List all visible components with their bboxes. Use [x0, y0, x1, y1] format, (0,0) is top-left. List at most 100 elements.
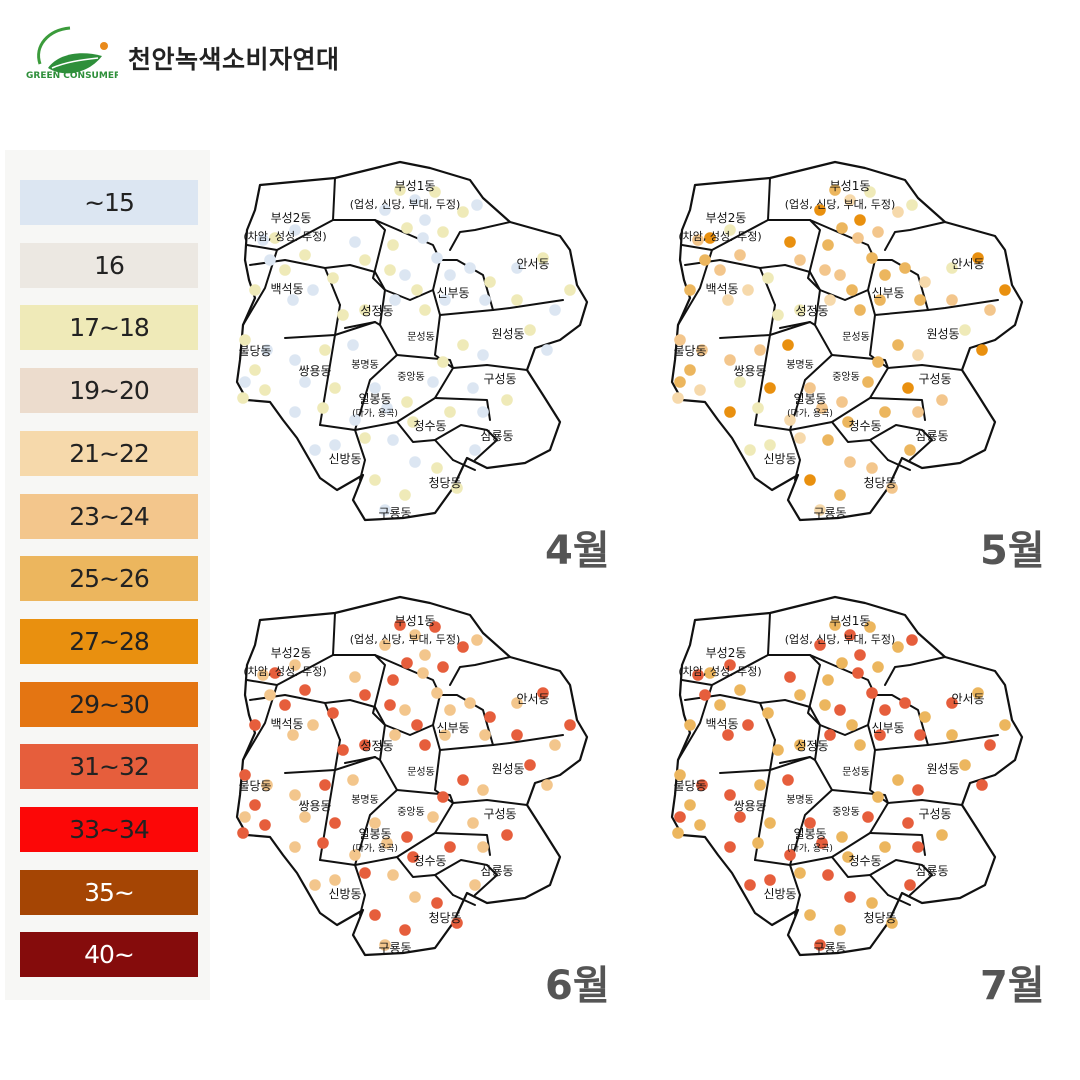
- district-border: [396, 789, 454, 804]
- measurement-point: [782, 339, 794, 351]
- measurement-point: [537, 687, 549, 699]
- measurement-point: [471, 634, 483, 646]
- district-label: 쌍용동: [733, 799, 766, 813]
- measurement-point: [912, 349, 924, 361]
- measurement-point: [329, 874, 341, 886]
- measurement-point: [772, 309, 784, 321]
- measurement-point: [479, 294, 491, 306]
- district-label: 성정동: [360, 304, 393, 318]
- district-label: 백석동: [270, 282, 303, 296]
- measurement-point: [289, 224, 301, 236]
- measurement-point: [814, 939, 826, 951]
- measurement-point: [692, 669, 704, 681]
- measurement-point: [946, 729, 958, 741]
- measurement-point: [829, 184, 841, 196]
- district-label: 구룡동: [813, 506, 846, 520]
- district-border: [372, 654, 386, 726]
- district-label: 쌍용동: [733, 364, 766, 378]
- measurement-point: [349, 849, 361, 861]
- measurement-point: [674, 334, 686, 346]
- district-label: 봉명동: [786, 359, 814, 371]
- district-border: [869, 832, 926, 856]
- legend-item: ~15: [20, 180, 198, 225]
- measurement-point: [469, 444, 481, 456]
- measurement-point: [401, 831, 413, 843]
- measurement-point: [511, 262, 523, 274]
- measurement-point: [471, 199, 483, 211]
- measurement-point: [879, 841, 891, 853]
- measurement-point: [764, 382, 776, 394]
- measurement-point: [764, 439, 776, 451]
- district-label: 원성동: [926, 762, 959, 776]
- measurement-point: [541, 344, 553, 356]
- measurement-point: [742, 284, 754, 296]
- measurement-point: [409, 891, 421, 903]
- district-label: 청당동: [428, 911, 461, 925]
- district-border: [809, 706, 833, 791]
- measurement-point: [972, 687, 984, 699]
- district-label: 중앙동: [397, 371, 425, 383]
- measurement-point: [541, 779, 553, 791]
- measurement-point: [674, 811, 686, 823]
- measurement-point: [387, 869, 399, 881]
- district-label: 신방동: [763, 452, 796, 466]
- measurement-point: [289, 354, 301, 366]
- measurement-point: [734, 811, 746, 823]
- measurement-point: [269, 232, 281, 244]
- district-border: [396, 354, 454, 369]
- measurement-point: [239, 811, 251, 823]
- measurement-point: [239, 376, 251, 388]
- measurement-point: [684, 284, 696, 296]
- measurement-point: [444, 841, 456, 853]
- measurement-point: [259, 384, 271, 396]
- district-border: [767, 177, 771, 221]
- measurement-point: [836, 831, 848, 843]
- district-label: 청당동: [863, 911, 896, 925]
- measurement-point: [694, 819, 706, 831]
- measurement-point: [237, 392, 249, 404]
- measurement-point: [844, 456, 856, 468]
- measurement-point: [289, 789, 301, 801]
- measurement-point: [846, 284, 858, 296]
- district-label: 불당동: [238, 779, 271, 793]
- measurement-point: [919, 711, 931, 723]
- measurement-point: [299, 811, 311, 823]
- district-sublabel: (업성, 신당, 부대, 두정): [350, 633, 461, 646]
- measurement-point: [394, 619, 406, 631]
- measurement-point: [722, 729, 734, 741]
- measurement-point: [844, 891, 856, 903]
- measurement-point: [794, 689, 806, 701]
- district-border: [769, 739, 776, 771]
- measurement-point: [457, 774, 469, 786]
- measurement-point: [511, 729, 523, 741]
- month-label: 6월: [545, 963, 610, 1009]
- district-border: [396, 421, 454, 461]
- district-border: [754, 424, 801, 481]
- measurement-point: [866, 687, 878, 699]
- measurement-point: [904, 444, 916, 456]
- measurement-point: [704, 232, 716, 244]
- measurement-point: [249, 284, 261, 296]
- measurement-point: [437, 356, 449, 368]
- district-label: 부성1동: [830, 614, 871, 628]
- measurement-point: [936, 829, 948, 841]
- district-border: [719, 756, 816, 774]
- measurement-point: [772, 744, 784, 756]
- measurement-point: [419, 649, 431, 661]
- measurement-point: [724, 224, 736, 236]
- measurement-point: [381, 837, 393, 849]
- measurement-point: [836, 396, 848, 408]
- measurement-point: [417, 232, 429, 244]
- measurement-point: [834, 269, 846, 281]
- district-border: [769, 304, 776, 336]
- measurement-point: [444, 406, 456, 418]
- measurement-point: [269, 667, 281, 679]
- district-label: 청당동: [863, 476, 896, 490]
- district-border: [807, 219, 821, 291]
- district-border: [284, 756, 381, 774]
- district-border: [759, 699, 811, 708]
- measurement-point: [684, 364, 696, 376]
- measurement-point: [369, 909, 381, 921]
- legend-item: 16: [20, 242, 198, 288]
- district-label: 백석동: [705, 717, 738, 731]
